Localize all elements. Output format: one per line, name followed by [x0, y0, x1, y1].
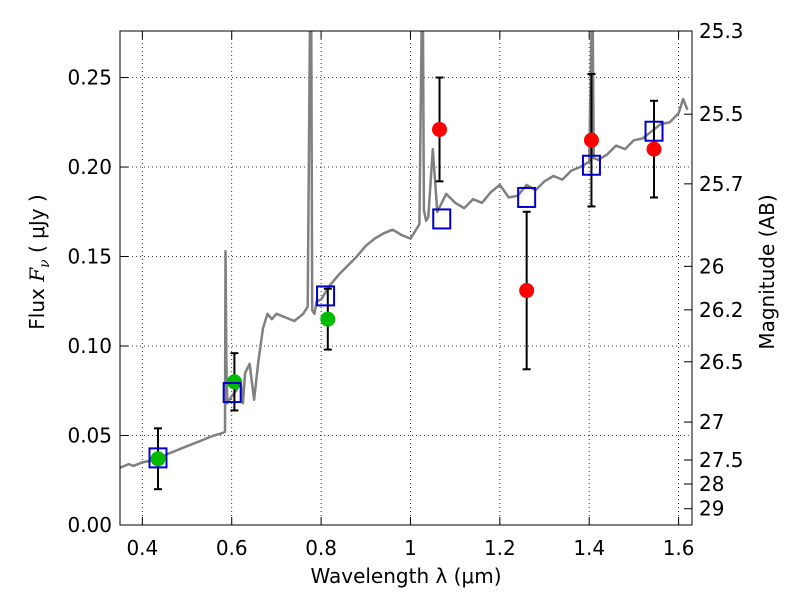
y-tick-label: 0.15 — [67, 245, 112, 269]
detection-point — [519, 283, 535, 299]
y-tick-label: 0.10 — [67, 334, 112, 358]
y-tick-label: 0.00 — [67, 513, 112, 537]
magnitude-tick-label: 26 — [699, 254, 724, 278]
model-band-square — [581, 154, 601, 176]
detection-point — [646, 141, 662, 157]
x-tick-label: 1.4 — [573, 536, 605, 560]
right-axis-label: Magnitude (AB) — [755, 194, 779, 349]
x-tick-label: 1 — [404, 536, 417, 560]
model-band-square — [316, 285, 336, 307]
model-band-square — [148, 447, 168, 469]
magnitude-tick-label: 26.5 — [699, 350, 744, 374]
x-tick-label: 0.4 — [126, 536, 158, 560]
y-axis-label-subscript: ν — [37, 259, 53, 268]
magnitude-tick-label: 27 — [699, 410, 724, 434]
x-tick-label: 1.6 — [663, 536, 695, 560]
magnitude-tick-label: 27.5 — [699, 448, 744, 472]
y-axis-label-prefix: Flux — [25, 282, 49, 330]
magnitude-tick-label: 25.3 — [699, 19, 744, 43]
y-tick-labels: 0.00 0.05 0.10 0.15 0.20 0.25 — [67, 66, 112, 537]
photometry-point — [320, 311, 336, 327]
magnitude-tick-label: 25.5 — [699, 102, 744, 126]
tick-marks — [120, 30, 692, 526]
model-band-square — [644, 120, 664, 142]
model-sed-layer — [120, 31, 689, 469]
x-tick-label: 0.8 — [305, 536, 337, 560]
model-band-square — [432, 208, 452, 230]
y-axis-label-units: ( μJy ) — [25, 194, 49, 259]
detection-point — [583, 132, 599, 148]
model-band-square — [517, 186, 537, 208]
x-tick-label: 0.6 — [216, 536, 248, 560]
x-tick-labels: 0.4 0.6 0.8 1 1.2 1.4 1.6 — [126, 536, 694, 560]
detection-point — [432, 121, 448, 137]
magnitude-tick-label: 25.7 — [699, 172, 744, 196]
magnitude-tick-label: 29 — [699, 497, 724, 521]
model-sed-line — [120, 31, 689, 469]
y-axis-label: Flux Fν ( μJy ) — [25, 194, 53, 329]
grid-lines — [120, 31, 692, 526]
y-tick-label: 0.05 — [67, 424, 112, 448]
plot-frame — [119, 30, 693, 526]
y-axis-label-symbol: F — [25, 267, 49, 283]
x-axis-label: Wavelength λ (μm) — [310, 564, 501, 588]
y-tick-label: 0.25 — [67, 66, 112, 90]
photometry-point — [226, 374, 242, 390]
y-tick-label: 0.20 — [67, 155, 112, 179]
x-tick-label: 1.2 — [484, 536, 516, 560]
magnitude-tick-label: 28 — [699, 472, 724, 496]
markers-layer — [148, 72, 664, 491]
model-band-square — [222, 382, 242, 404]
magnitude-tick-label: 26.2 — [699, 298, 744, 322]
photometry-point — [150, 451, 166, 467]
